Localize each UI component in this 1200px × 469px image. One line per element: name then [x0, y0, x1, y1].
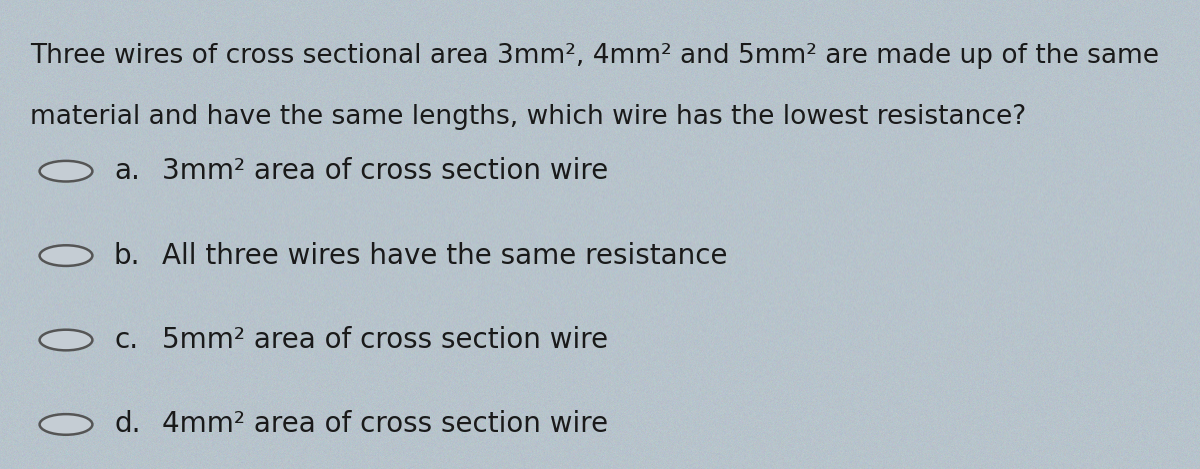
Text: 3mm² area of cross section wire: 3mm² area of cross section wire	[162, 157, 608, 185]
Text: 4mm² area of cross section wire: 4mm² area of cross section wire	[162, 410, 608, 439]
Text: c.: c.	[114, 326, 138, 354]
Circle shape	[40, 245, 92, 266]
Text: material and have the same lengths, which wire has the lowest resistance?: material and have the same lengths, whic…	[30, 104, 1026, 130]
Text: d.: d.	[114, 410, 140, 439]
Text: a.: a.	[114, 157, 140, 185]
Circle shape	[40, 330, 92, 350]
Text: 5mm² area of cross section wire: 5mm² area of cross section wire	[162, 326, 608, 354]
Circle shape	[40, 414, 92, 435]
Circle shape	[40, 161, 92, 182]
Text: b.: b.	[114, 242, 140, 270]
Text: All three wires have the same resistance: All three wires have the same resistance	[162, 242, 727, 270]
Text: Three wires of cross sectional area 3mm², 4mm² and 5mm² are made up of the same: Three wires of cross sectional area 3mm²…	[30, 43, 1159, 69]
